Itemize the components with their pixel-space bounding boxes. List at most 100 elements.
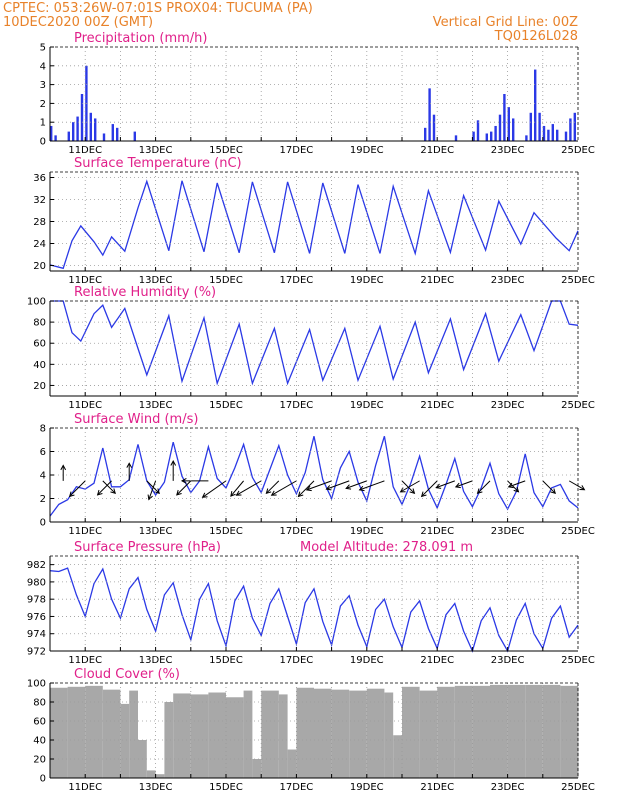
x-tick-label: 25DEC <box>561 400 595 411</box>
x-tick-label: 13DEC <box>139 526 173 537</box>
cloud-bar <box>525 684 543 778</box>
wind-arrowhead <box>270 490 277 496</box>
precip-bar <box>564 131 568 141</box>
cloud-bar <box>146 770 156 778</box>
panel-1: Precipitation (mm/h) 0 1 2 3 4 5 11DEC 13DEC 15DE… <box>40 31 595 156</box>
x-tick-label: 21DEC <box>420 782 454 793</box>
wind-arrowhead <box>68 491 75 498</box>
precip-bar <box>542 125 546 141</box>
wind-arrowhead <box>180 478 187 484</box>
precip-bar <box>529 112 532 141</box>
x-tick-label: 19DEC <box>350 782 384 793</box>
precip-bar <box>89 112 92 141</box>
cloud-bar <box>454 685 473 778</box>
x-tick-label: 13DEC <box>139 400 173 411</box>
x-tick-label: 25DEC <box>561 782 595 793</box>
x-tick-label: 19DEC <box>350 655 384 666</box>
header-station: CPTEC: 053:26W-07:01S PROX04: TUCUMA (PA… <box>3 1 313 16</box>
precip-bar <box>503 94 506 141</box>
precip-bar <box>538 112 541 141</box>
wind-vector <box>436 480 455 489</box>
x-tick-label: 11DEC <box>68 782 102 793</box>
precip-bar <box>424 127 427 141</box>
x-tick-label: 17DEC <box>280 275 314 286</box>
panel-3: Relative Humidity (%) 20 40 60 80 100 11DEC 13D… <box>27 285 595 411</box>
wind-arrowhead <box>110 488 116 495</box>
panel-2: Surface Temperature (nC) 20 24 28 32 36 11DEC 1… <box>33 156 595 286</box>
x-tick-label: 21DEC <box>420 526 454 537</box>
cloud-bar <box>164 702 174 778</box>
x-tick-label: 15DEC <box>209 782 243 793</box>
panel-5: Surface Pressure (hPa) Model Altitude: 27… <box>27 540 595 666</box>
wind-vector <box>148 480 157 500</box>
precip-bar <box>476 120 480 141</box>
x-tick-label: 23DEC <box>491 275 525 286</box>
cloud-bar <box>102 689 121 778</box>
wind-vector <box>306 480 332 491</box>
wind-arrowhead <box>126 462 133 468</box>
y-tick-label: 978 <box>27 595 46 606</box>
wind-vector <box>507 480 519 493</box>
x-tick-label: 25DEC <box>561 655 595 666</box>
precip-bar <box>472 131 475 141</box>
precip-bar <box>494 125 497 141</box>
precip-bar <box>50 125 53 141</box>
wind-arrowhead <box>235 490 242 496</box>
cloud-bar <box>314 688 332 778</box>
y-tick-label: 972 <box>27 647 46 658</box>
cloud-bar <box>507 684 526 778</box>
wind-arrowhead <box>420 491 427 498</box>
precip-bar <box>102 133 106 141</box>
precip-bar <box>428 88 431 141</box>
x-tick-label: 23DEC <box>491 655 525 666</box>
y-tick-label: 974 <box>27 629 46 640</box>
wind-vector <box>266 480 280 494</box>
wind-vector <box>69 480 86 497</box>
cloud-bar <box>120 703 130 778</box>
wind-arrowhead <box>201 492 208 498</box>
wind-vector <box>271 480 297 496</box>
wind-vector <box>359 480 385 491</box>
x-tick-label: 15DEC <box>209 655 243 666</box>
y-tick-label: 8 <box>40 424 46 435</box>
y-tick-label: 60 <box>33 717 46 728</box>
precip-bar <box>432 114 436 141</box>
wind-vector <box>230 480 244 497</box>
y-tick-label: 5 <box>40 43 46 54</box>
header-model: TQ0126L028 <box>494 29 578 44</box>
y-tick-label: 2 <box>40 494 46 505</box>
y-tick-label: 100 <box>27 297 46 308</box>
wind-vector <box>326 480 350 490</box>
wind-vector <box>176 480 192 496</box>
wind-vector <box>202 480 227 498</box>
precip-bar <box>573 112 576 141</box>
precip-bar <box>547 129 550 141</box>
cloud-bar <box>472 685 490 778</box>
cloud-bar <box>384 692 394 778</box>
series-line <box>49 179 579 270</box>
header-date: 10DEC2020 00Z (GMT) <box>3 15 153 30</box>
x-tick-label: 13DEC <box>139 782 173 793</box>
precip-bar <box>498 114 502 141</box>
x-tick-label: 15DEC <box>209 275 243 286</box>
x-tick-label: 25DEC <box>561 275 595 286</box>
panel-title: Relative Humidity (%) <box>74 285 216 300</box>
x-tick-label: 25DEC <box>561 526 595 537</box>
wind-arrowhead <box>507 482 514 489</box>
wind-arrowhead <box>550 488 556 495</box>
precip-bar <box>525 135 528 141</box>
wind-vector <box>102 480 116 494</box>
precip-bar <box>534 69 537 141</box>
x-tick-label: 21DEC <box>420 400 454 411</box>
x-tick-label: 11DEC <box>68 400 102 411</box>
x-tick-label: 13DEC <box>139 275 173 286</box>
wind-arrowhead <box>297 491 304 498</box>
y-tick-label: 0 <box>40 137 46 148</box>
x-tick-label: 19DEC <box>350 275 384 286</box>
cloud-bar <box>85 685 103 778</box>
y-tick-label: 20 <box>33 755 46 766</box>
wind-vector <box>298 480 315 497</box>
cloud-bar <box>287 749 297 778</box>
cloud-bar <box>67 686 86 778</box>
x-tick-label: 13DEC <box>139 145 173 156</box>
